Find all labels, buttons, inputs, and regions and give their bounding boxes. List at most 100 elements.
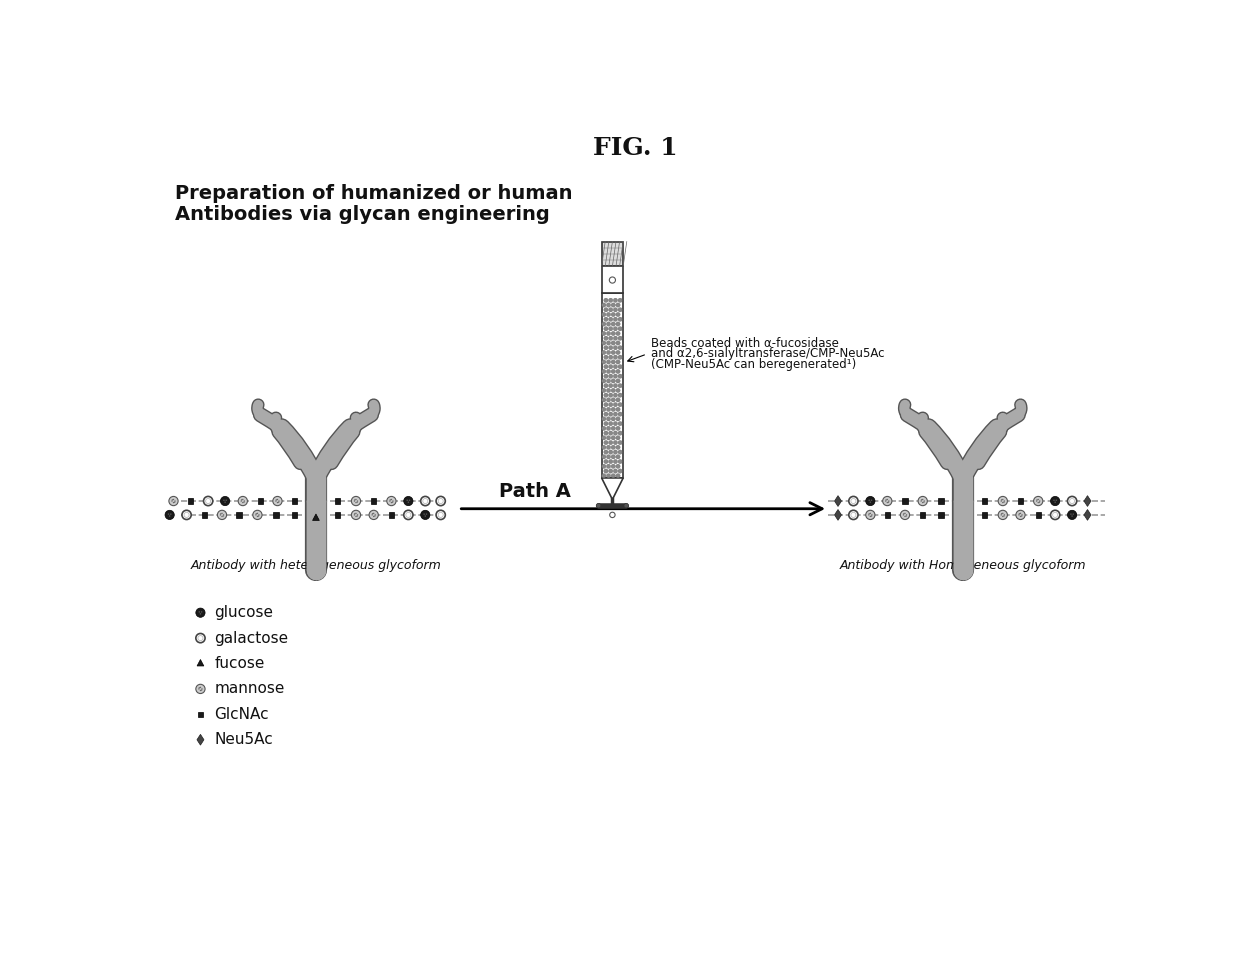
Polygon shape — [601, 478, 624, 500]
Circle shape — [606, 407, 610, 412]
Circle shape — [391, 502, 392, 503]
Circle shape — [606, 360, 610, 365]
Circle shape — [1038, 499, 1039, 500]
Circle shape — [614, 412, 618, 416]
Circle shape — [224, 502, 226, 503]
Circle shape — [601, 340, 606, 345]
Circle shape — [200, 689, 201, 691]
Polygon shape — [1084, 510, 1091, 520]
Circle shape — [392, 500, 393, 502]
Text: Antibodies via glycan engineering: Antibodies via glycan engineering — [175, 205, 549, 224]
Circle shape — [611, 322, 615, 326]
Circle shape — [904, 513, 905, 514]
Circle shape — [169, 496, 179, 506]
Circle shape — [618, 355, 622, 360]
Circle shape — [616, 350, 620, 355]
Circle shape — [618, 345, 622, 350]
Circle shape — [611, 369, 615, 373]
Circle shape — [606, 350, 610, 355]
Circle shape — [196, 608, 205, 617]
Circle shape — [606, 379, 610, 383]
Circle shape — [258, 514, 259, 515]
Circle shape — [869, 502, 872, 503]
Circle shape — [238, 496, 248, 506]
Circle shape — [1070, 513, 1071, 514]
Circle shape — [408, 502, 409, 503]
Bar — [197, 712, 203, 717]
Circle shape — [601, 360, 606, 365]
Circle shape — [618, 422, 622, 425]
Text: Neu5Ac: Neu5Ac — [215, 732, 273, 747]
Circle shape — [373, 515, 374, 517]
Circle shape — [1053, 500, 1055, 501]
Circle shape — [604, 469, 608, 473]
Circle shape — [372, 513, 373, 514]
Text: Path A: Path A — [500, 483, 572, 501]
Circle shape — [611, 303, 615, 308]
Circle shape — [606, 332, 610, 336]
Circle shape — [618, 440, 622, 445]
Circle shape — [389, 500, 391, 502]
Circle shape — [609, 459, 613, 464]
Circle shape — [616, 474, 620, 478]
Circle shape — [425, 513, 428, 514]
Circle shape — [609, 327, 613, 331]
Circle shape — [609, 277, 615, 283]
Circle shape — [1037, 499, 1038, 501]
Circle shape — [887, 499, 888, 500]
Circle shape — [355, 499, 356, 501]
Circle shape — [601, 426, 606, 430]
Circle shape — [373, 513, 374, 514]
Polygon shape — [312, 514, 320, 520]
Circle shape — [920, 500, 921, 502]
Circle shape — [596, 504, 601, 508]
Text: Antibody with heterogeneous glycoform: Antibody with heterogeneous glycoform — [191, 559, 441, 571]
Circle shape — [903, 514, 904, 515]
Circle shape — [624, 504, 629, 508]
Text: GlcNAc: GlcNAc — [215, 707, 269, 721]
Circle shape — [253, 511, 262, 519]
Circle shape — [609, 393, 613, 397]
Circle shape — [609, 355, 613, 360]
Circle shape — [217, 511, 227, 519]
Circle shape — [221, 513, 223, 514]
Circle shape — [604, 355, 608, 360]
Circle shape — [407, 500, 408, 501]
Circle shape — [1002, 513, 1003, 514]
Circle shape — [904, 515, 905, 517]
Circle shape — [1021, 515, 1022, 516]
Polygon shape — [835, 510, 842, 520]
Circle shape — [356, 513, 357, 514]
Circle shape — [866, 496, 875, 506]
Circle shape — [1068, 496, 1076, 506]
Circle shape — [1018, 513, 1021, 514]
Circle shape — [601, 474, 606, 478]
Circle shape — [614, 355, 618, 360]
Circle shape — [226, 500, 227, 501]
Circle shape — [1001, 500, 1002, 502]
Circle shape — [1022, 514, 1023, 515]
Bar — [601, 242, 624, 266]
Circle shape — [356, 515, 358, 516]
Circle shape — [436, 496, 445, 506]
Circle shape — [609, 412, 613, 416]
Circle shape — [221, 513, 222, 514]
Circle shape — [436, 511, 445, 519]
Circle shape — [606, 397, 610, 402]
Circle shape — [609, 402, 613, 407]
Circle shape — [1073, 513, 1074, 514]
Circle shape — [614, 440, 618, 445]
Circle shape — [606, 340, 610, 345]
Bar — [388, 513, 394, 517]
Circle shape — [872, 514, 873, 515]
Circle shape — [614, 469, 618, 473]
Circle shape — [923, 502, 925, 503]
Circle shape — [998, 511, 1007, 519]
Circle shape — [601, 369, 606, 373]
Circle shape — [275, 500, 277, 502]
Circle shape — [1068, 511, 1076, 519]
Circle shape — [616, 322, 620, 326]
Circle shape — [609, 374, 613, 378]
Circle shape — [618, 450, 622, 454]
Circle shape — [221, 496, 229, 506]
